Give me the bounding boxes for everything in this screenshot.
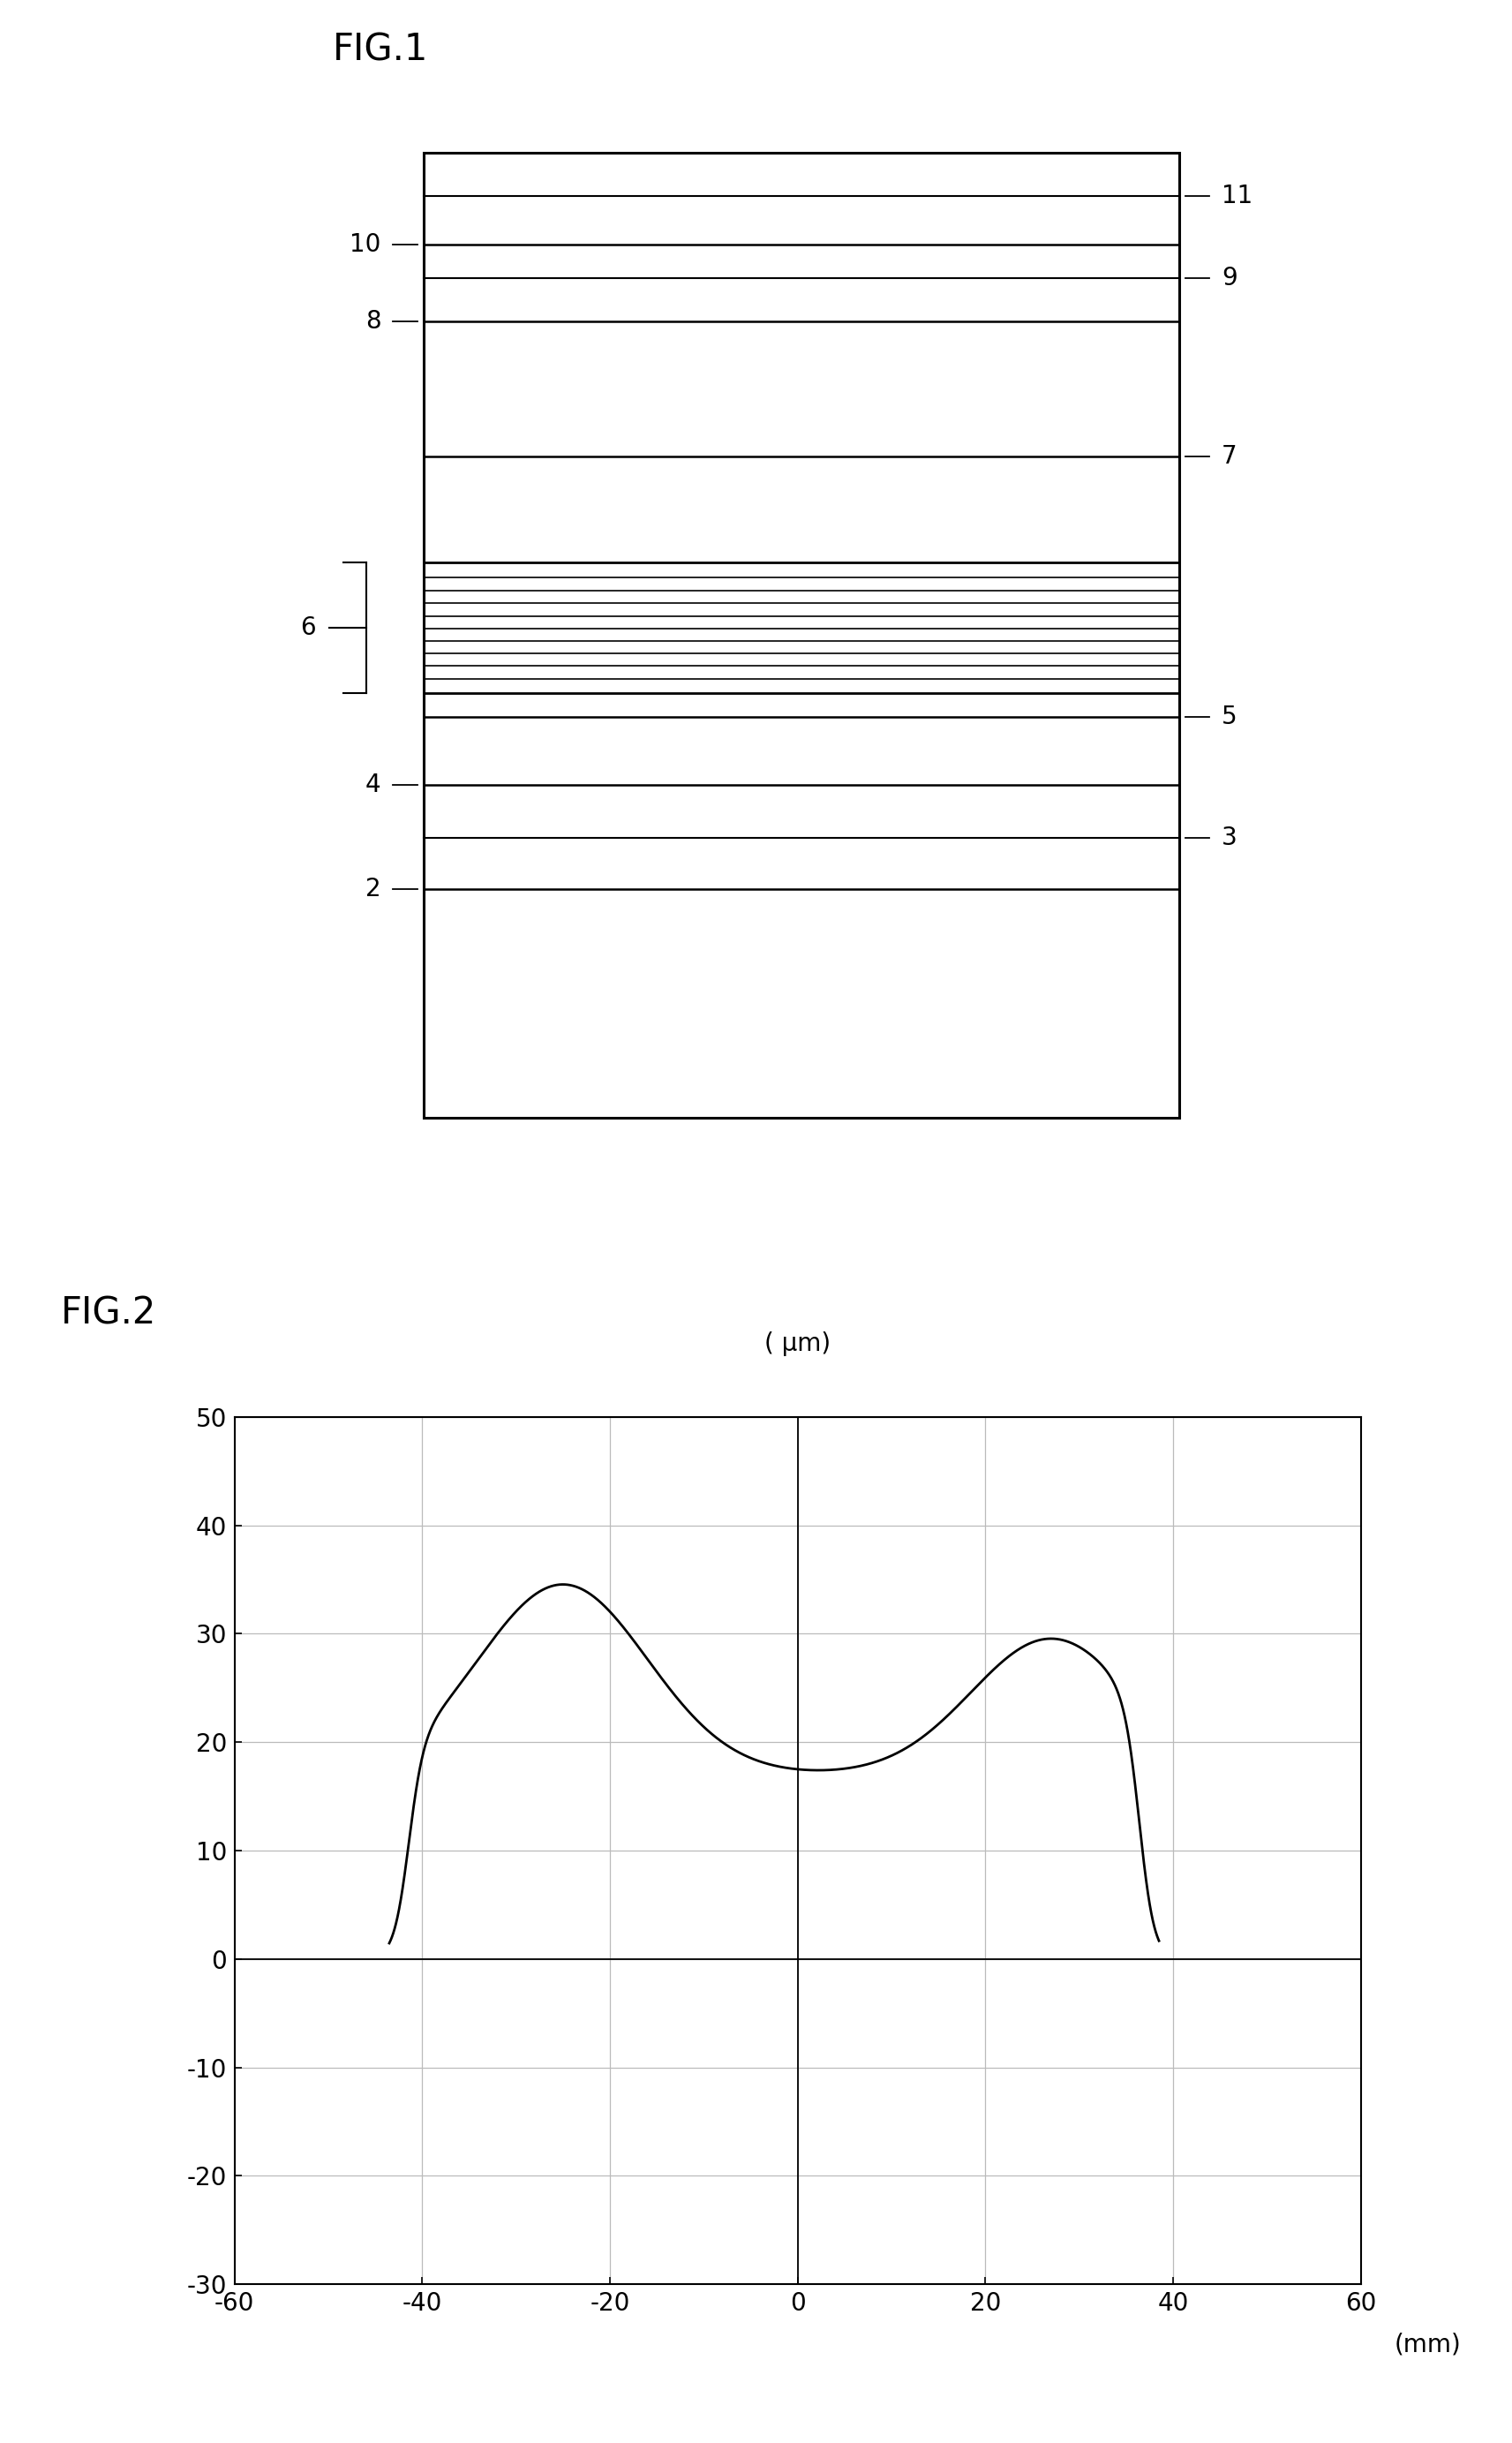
Text: 8: 8	[366, 310, 381, 335]
Text: 3: 3	[1222, 826, 1237, 850]
Text: 7: 7	[1222, 445, 1237, 469]
Text: 10: 10	[349, 232, 381, 257]
Bar	[423, 151, 1179, 1119]
Text: ( μm): ( μm)	[765, 1331, 830, 1356]
Text: 6: 6	[301, 616, 316, 640]
Text: FIG.1: FIG.1	[333, 32, 428, 68]
Text: FIG.2: FIG.2	[60, 1295, 156, 1331]
Text: (mm): (mm)	[1394, 2333, 1462, 2357]
Text: 5: 5	[1222, 706, 1237, 730]
Text: 11: 11	[1222, 183, 1253, 208]
Text: 2: 2	[366, 877, 381, 901]
Text: 4: 4	[366, 772, 381, 796]
Text: 9: 9	[1222, 266, 1237, 291]
